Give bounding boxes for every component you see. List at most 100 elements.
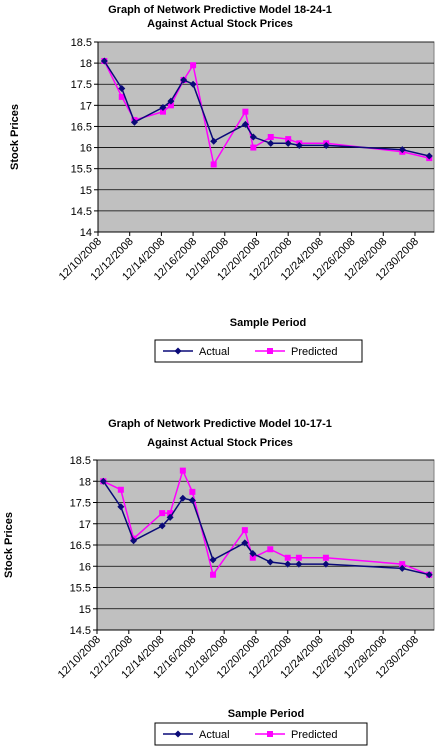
y-tick-label: 18: [80, 58, 92, 70]
data-point-predicted: [295, 554, 302, 561]
y-tick-label: 15.5: [70, 583, 91, 595]
data-point-actual: [398, 564, 406, 572]
y-tick-label: 18.5: [71, 37, 92, 49]
chart-title-line-1: Graph of Network Predictive Model 18-24-…: [108, 4, 332, 16]
data-point-predicted: [249, 554, 256, 561]
y-axis-title: Stock Prices: [3, 512, 15, 578]
data-point-actual: [295, 560, 303, 568]
plot-area: [97, 41, 435, 233]
data-point-predicted: [399, 561, 406, 568]
legend: Actual Predicted: [154, 722, 368, 746]
data-point-predicted: [210, 571, 217, 578]
data-point-actual: [425, 152, 433, 160]
series-line-actual: [103, 60, 430, 157]
data-point-actual: [188, 496, 196, 504]
data-point-actual: [267, 139, 275, 147]
data-point-actual: [117, 503, 125, 511]
data-point-predicted: [267, 546, 274, 553]
y-tick-label: 15.5: [71, 164, 92, 176]
data-point-actual: [398, 146, 406, 154]
y-tick-label: 14.5: [70, 625, 91, 637]
y-tick-label: 17: [80, 100, 92, 112]
data-point-predicted: [267, 134, 274, 140]
chart-title-line-2: Against Actual Stock Prices: [147, 18, 293, 30]
data-point-predicted: [189, 488, 196, 495]
y-tick-label: 15: [80, 185, 92, 197]
y-tick-label: 17.5: [71, 79, 92, 91]
data-point-predicted: [179, 467, 186, 474]
data-point-actual: [284, 139, 292, 147]
data-point-actual: [189, 80, 197, 88]
data-point-actual: [249, 550, 257, 557]
data-point-actual: [209, 556, 217, 564]
data-point-actual: [166, 513, 174, 521]
data-point-predicted: [190, 62, 197, 69]
legend-marker-predicted: [267, 731, 273, 737]
data-point-actual: [425, 571, 433, 579]
data-point-actual: [130, 118, 138, 126]
legend-label-actual: Actual: [199, 729, 230, 741]
data-point-predicted: [118, 93, 125, 100]
legend-marker-actual: [174, 730, 182, 738]
y-tick-label: 14.5: [71, 206, 92, 218]
chart-2-svg: Graph of Network Predictive Model 10-17-…: [3, 418, 435, 746]
y-axis-title: Stock Prices: [9, 104, 21, 170]
data-point-actual: [118, 84, 126, 92]
y-tick-label: 16.5: [71, 121, 92, 133]
data-point-predicted: [322, 554, 329, 561]
data-point-actual: [100, 57, 108, 65]
data-point-actual: [295, 141, 303, 149]
y-tick-label: 16: [79, 561, 91, 573]
y-tick-label: 18.5: [70, 455, 91, 467]
data-point-predicted: [242, 108, 249, 115]
series-line-predicted: [103, 60, 430, 167]
data-point-actual: [322, 560, 330, 568]
y-tick-label: 18: [79, 476, 91, 488]
data-point-predicted: [285, 136, 292, 143]
data-point-actual: [99, 477, 107, 485]
y-tick-label: 16.5: [70, 540, 91, 552]
data-point-predicted: [167, 510, 174, 517]
data-point-predicted: [159, 510, 166, 517]
data-point-actual: [130, 537, 138, 545]
data-point-actual: [158, 522, 166, 530]
data-point-actual: [179, 494, 187, 502]
x-axis-title: Sample Period: [228, 708, 304, 720]
data-point-predicted: [241, 527, 248, 534]
data-point-predicted: [284, 554, 291, 561]
data-point-actual: [167, 97, 175, 105]
data-point-actual: [322, 141, 330, 149]
data-point-predicted: [250, 144, 257, 151]
data-point-predicted: [117, 486, 124, 493]
y-tick-label: 17: [79, 519, 91, 531]
legend-label-predicted: Predicted: [291, 346, 337, 358]
x-axis-title: Sample Period: [230, 317, 306, 329]
data-point-predicted: [167, 102, 174, 109]
legend-marker-actual: [174, 347, 182, 355]
y-tick-label: 14: [80, 227, 92, 239]
data-point-actual: [241, 539, 249, 547]
y-tick-label: 17.5: [70, 498, 91, 510]
series-line-actual: [102, 480, 430, 576]
legend-marker-predicted: [267, 348, 273, 354]
chart-1: Graph of Network Predictive Model 18-24-…: [9, 4, 435, 363]
chart-1-svg: Graph of Network Predictive Model 18-24-…: [9, 4, 435, 363]
series-line-predicted: [103, 468, 430, 577]
data-point-actual: [210, 137, 218, 145]
legend-label-actual: Actual: [199, 346, 230, 358]
data-point-predicted: [159, 108, 166, 115]
y-tick-label: 16: [80, 143, 92, 155]
data-point-predicted: [210, 161, 217, 168]
chart-title-line-1: Graph of Network Predictive Model 10-17-…: [108, 418, 332, 430]
data-point-actual: [159, 103, 167, 111]
y-tick-label: 15: [79, 604, 91, 616]
data-point-actual: [266, 558, 274, 566]
legend-label-predicted: Predicted: [291, 729, 337, 741]
legend: Actual Predicted: [154, 339, 363, 363]
data-point-actual: [180, 76, 188, 84]
data-point-actual: [241, 120, 249, 128]
data-point-actual: [284, 560, 292, 568]
chart-2: Graph of Network Predictive Model 10-17-…: [0, 405, 440, 748]
data-point-actual: [249, 133, 257, 141]
chart-title-line-2: Against Actual Stock Prices: [147, 437, 293, 449]
